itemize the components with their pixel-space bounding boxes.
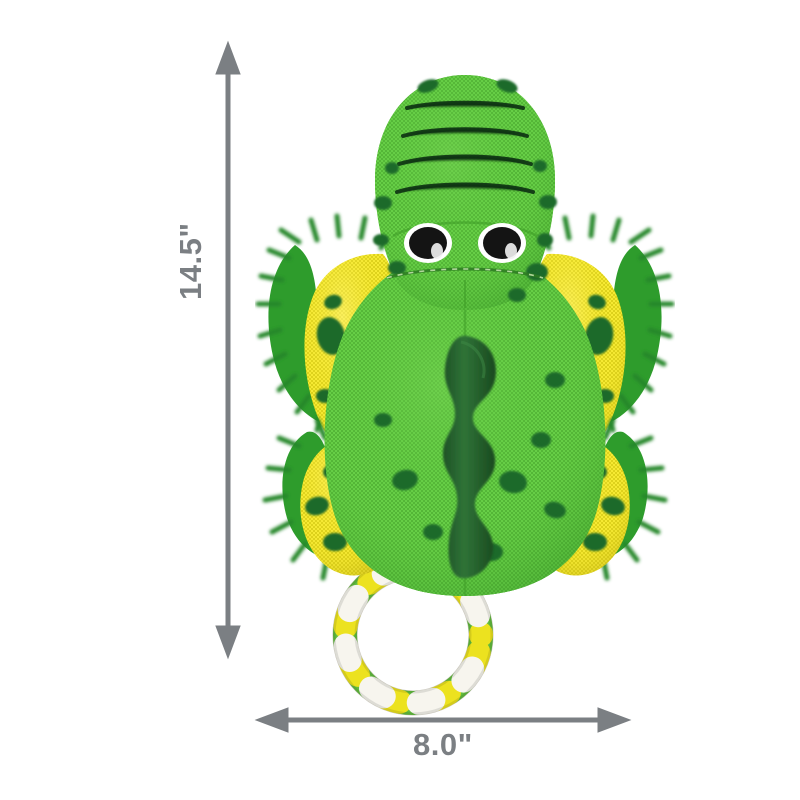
height-dimension-label: 14.5" [173, 222, 208, 300]
eye-left [404, 223, 452, 263]
toy-illustration [255, 75, 675, 716]
alligator-plush-dog-toy [255, 40, 675, 720]
width-dimension-label: 8.0" [413, 727, 473, 762]
jaw-seam [386, 267, 544, 308]
eye-right [478, 223, 526, 263]
toy-torso [324, 272, 606, 596]
height-arrow [215, 40, 241, 660]
toy-head [373, 75, 557, 310]
